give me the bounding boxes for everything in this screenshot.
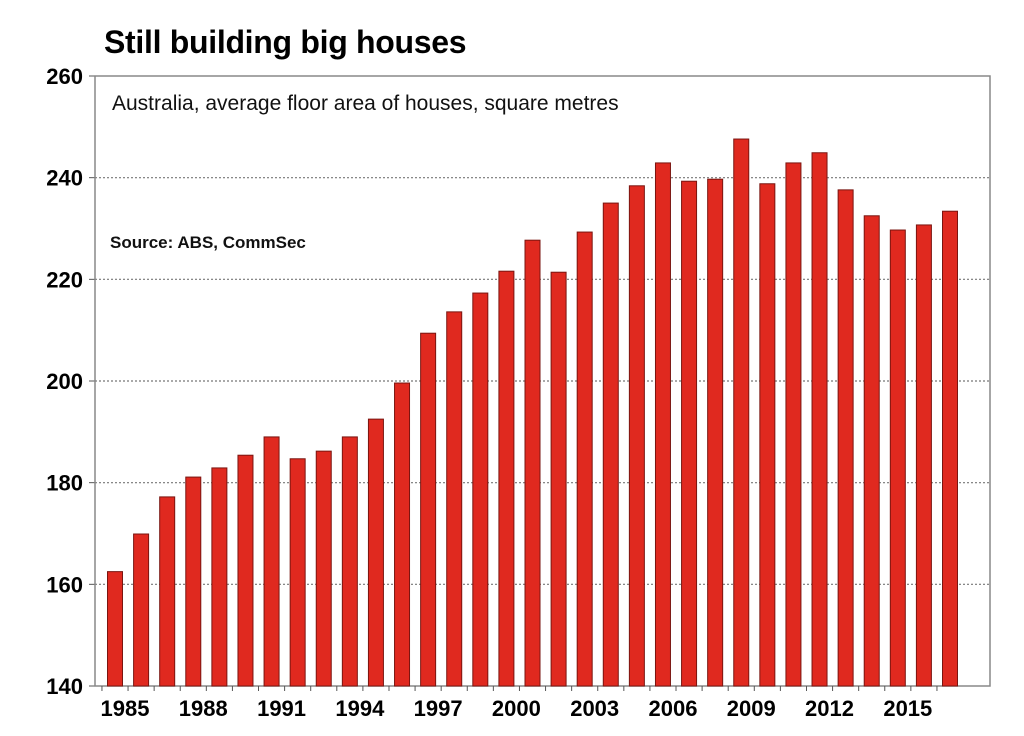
bar-1995 bbox=[367, 418, 384, 687]
bar-1991 bbox=[263, 436, 280, 687]
plot-frame bbox=[94, 75, 991, 687]
y-tick-label: 140 bbox=[46, 674, 83, 699]
bar-2005 bbox=[628, 185, 645, 687]
bar-1997 bbox=[420, 332, 437, 687]
bar-1987 bbox=[159, 496, 176, 687]
bar-1993 bbox=[315, 450, 332, 687]
bar-2014 bbox=[863, 215, 880, 687]
bar-2002 bbox=[550, 271, 567, 687]
bar-1996 bbox=[394, 382, 411, 687]
bar-1988 bbox=[185, 476, 202, 687]
bar-2015 bbox=[889, 229, 906, 687]
x-tick-label: 2015 bbox=[883, 696, 932, 721]
x-tick-label: 2009 bbox=[727, 696, 776, 721]
y-tick-label: 160 bbox=[46, 572, 83, 597]
bar-1992 bbox=[289, 458, 306, 687]
bar-2012 bbox=[811, 152, 828, 687]
bar-1990 bbox=[237, 454, 254, 687]
bar-2009 bbox=[733, 138, 750, 687]
bar-2013 bbox=[837, 189, 854, 687]
x-tick-label: 1991 bbox=[257, 696, 306, 721]
chart-title: Still building big houses bbox=[104, 24, 467, 60]
x-tick-label: 1988 bbox=[179, 696, 228, 721]
bar-1998 bbox=[446, 311, 463, 687]
bar-2016 bbox=[915, 224, 932, 687]
x-tick-label: 2006 bbox=[648, 696, 697, 721]
bar-2008 bbox=[707, 178, 724, 687]
bar-1989 bbox=[211, 467, 228, 687]
y-tick-label: 220 bbox=[46, 267, 83, 292]
bar-2001 bbox=[524, 239, 541, 687]
bar-2006 bbox=[654, 162, 671, 687]
y-tick-label: 180 bbox=[46, 471, 83, 496]
y-tick-label: 240 bbox=[46, 166, 83, 191]
bar-2011 bbox=[785, 162, 802, 687]
bar-2007 bbox=[681, 180, 698, 687]
bar-2000 bbox=[498, 270, 515, 687]
bar-1994 bbox=[341, 436, 358, 687]
x-tick-label: 2012 bbox=[805, 696, 854, 721]
x-tick-label: 2003 bbox=[570, 696, 619, 721]
x-tick-label: 2000 bbox=[492, 696, 541, 721]
x-tick-label: 1997 bbox=[414, 696, 463, 721]
bar-2004 bbox=[602, 202, 619, 687]
y-tick-label: 200 bbox=[46, 369, 83, 394]
source-annotation: Source: ABS, CommSec bbox=[110, 233, 306, 252]
bar-1985 bbox=[107, 571, 123, 687]
bar-1986 bbox=[133, 533, 150, 687]
x-tick-label: 1994 bbox=[335, 696, 385, 721]
bar-2010 bbox=[759, 183, 776, 687]
y-tick-label: 260 bbox=[46, 64, 83, 89]
bar-1999 bbox=[472, 292, 489, 687]
chart-subtitle: Australia, average floor area of houses,… bbox=[112, 92, 619, 115]
x-tick-label: 1985 bbox=[101, 696, 150, 721]
bar-2017 bbox=[942, 210, 958, 687]
bar-2003 bbox=[576, 231, 593, 687]
